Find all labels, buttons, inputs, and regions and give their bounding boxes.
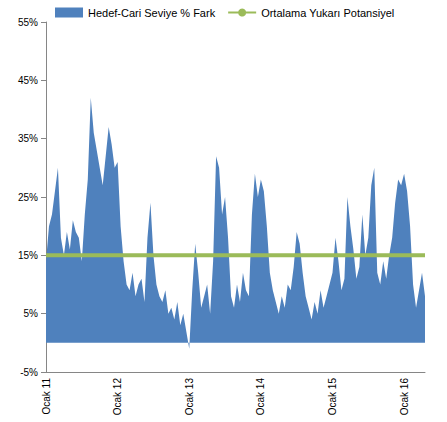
svg-text:Ocak 11: Ocak 11 <box>41 378 52 415</box>
svg-text:-5%: -5% <box>20 367 38 378</box>
svg-text:Ocak 16: Ocak 16 <box>399 378 410 416</box>
svg-text:Hedef-Cari Seviye % Fark: Hedef-Cari Seviye % Fark <box>88 7 216 19</box>
svg-text:35%: 35% <box>18 133 38 144</box>
svg-text:Ortalama Yukarı Potansiyel: Ortalama Yukarı Potansiyel <box>261 7 394 19</box>
svg-text:Ocak 13: Ocak 13 <box>184 378 195 416</box>
svg-text:Ocak 15: Ocak 15 <box>327 378 338 416</box>
svg-text:45%: 45% <box>18 75 38 86</box>
svg-text:Ocak 12: Ocak 12 <box>112 378 123 416</box>
svg-text:25%: 25% <box>18 192 38 203</box>
svg-text:15%: 15% <box>18 250 38 261</box>
svg-text:55%: 55% <box>18 17 38 28</box>
svg-text:Ocak 14: Ocak 14 <box>255 378 266 416</box>
svg-text:5%: 5% <box>24 308 39 319</box>
